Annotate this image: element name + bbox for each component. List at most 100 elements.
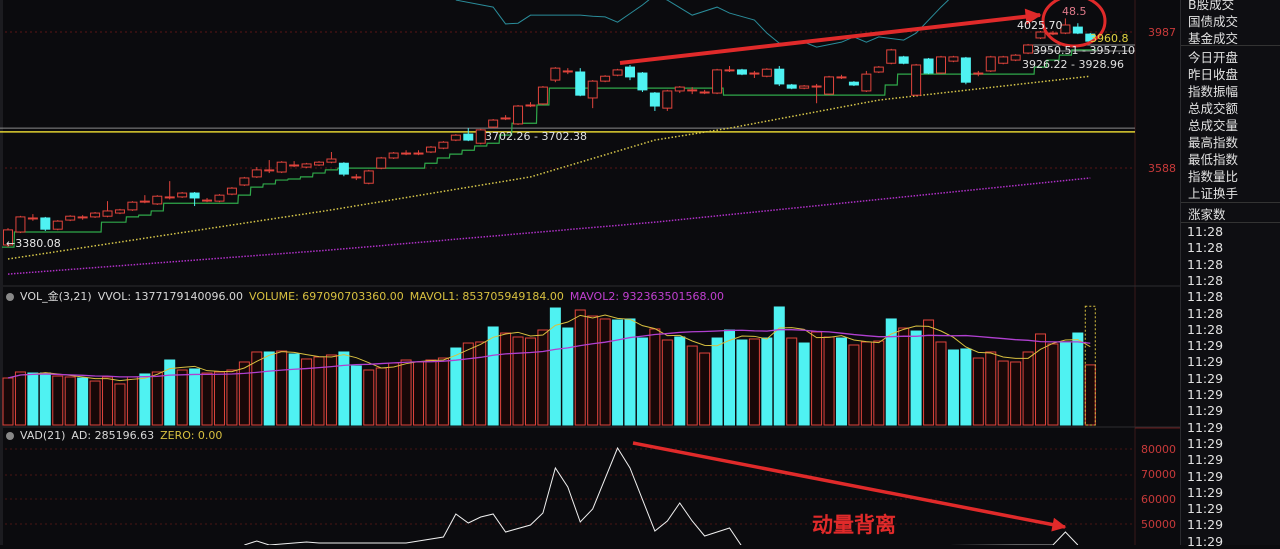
volume-bar — [325, 354, 337, 426]
volume-bar — [835, 337, 847, 426]
volume-bar — [338, 351, 350, 426]
indicator-toggle-icon[interactable] — [6, 293, 14, 301]
candle-body — [687, 89, 698, 92]
time-row: 11:29 — [1187, 501, 1224, 517]
sidebar-item[interactable]: 指数量比 — [1188, 169, 1239, 184]
volume-bar — [724, 329, 736, 426]
sidebar-item[interactable]: 国债成交 — [1188, 14, 1239, 29]
volume-bar — [27, 372, 39, 426]
volume-bar — [574, 309, 586, 426]
candle — [314, 161, 324, 167]
candle — [848, 81, 859, 87]
left-edge — [0, 0, 3, 545]
candle — [923, 57, 934, 75]
volume-bar — [126, 376, 138, 426]
candle-body — [1035, 31, 1046, 39]
candle-body — [314, 161, 324, 166]
candle-body — [774, 68, 785, 85]
candle — [488, 119, 499, 129]
price-axis-label: 3588 — [1148, 162, 1176, 175]
candle-body — [27, 217, 38, 220]
highlight-circle — [1041, 0, 1107, 48]
candle-body — [301, 163, 312, 168]
candle — [463, 128, 474, 142]
candle-body — [662, 90, 673, 109]
candle-body — [388, 152, 399, 159]
sidebar-item[interactable]: 昨日收盘 — [1188, 67, 1239, 82]
sidebar-item[interactable]: 涨家数 — [1188, 207, 1226, 222]
vvol-bar — [1084, 305, 1096, 426]
candle-body — [612, 69, 623, 76]
candle — [886, 48, 897, 65]
mavol2-line — [7, 329, 1091, 379]
sidebar-item[interactable]: 指数振幅 — [1188, 84, 1239, 99]
volume-bar — [587, 315, 599, 426]
candle-body — [525, 104, 536, 107]
candle — [226, 187, 237, 196]
candle-body — [1010, 54, 1021, 61]
time-row: 11:29 — [1187, 387, 1224, 402]
time-row: 11:28 — [1187, 272, 1224, 288]
volume-bar — [674, 336, 686, 426]
candle-body — [463, 133, 474, 141]
price-pane — [0, 0, 1135, 275]
candle-body — [998, 56, 1009, 64]
candle — [550, 67, 561, 83]
time-row: 11:28 — [1187, 305, 1224, 321]
candle-body — [214, 194, 225, 202]
candle-body — [724, 69, 735, 72]
sidebar-item[interactable]: B股成交 — [1188, 0, 1235, 12]
volume-bar — [1072, 332, 1084, 426]
candle-body — [911, 64, 922, 96]
volume-bar — [661, 339, 673, 426]
volume-bar — [686, 345, 698, 426]
divider — [1181, 202, 1280, 203]
sidebar-item[interactable]: 总成交额 — [1188, 101, 1239, 116]
candle-body — [736, 69, 747, 75]
candle — [264, 160, 275, 174]
volume-bar — [898, 327, 910, 426]
time-row: 11:29 — [1187, 435, 1224, 451]
candle-body — [114, 209, 125, 214]
sidebar-item[interactable]: 总成交量 — [1188, 118, 1239, 133]
volume-bar — [437, 357, 449, 426]
volume-bar — [1010, 361, 1022, 426]
price-axis-label: 3987 — [1148, 26, 1176, 39]
candle — [1060, 18, 1071, 35]
volume-bar — [736, 339, 748, 426]
candle — [65, 215, 76, 222]
sidebar-item[interactable]: 今日开盘 — [1188, 50, 1239, 65]
candle — [1035, 30, 1046, 40]
volume-bar — [288, 353, 300, 426]
volume-bar — [301, 358, 313, 426]
indicator-toggle-icon[interactable] — [6, 432, 14, 440]
sidebar-item[interactable]: 最低指数 — [1188, 152, 1239, 167]
volume-bar — [761, 337, 773, 426]
candle — [1010, 54, 1021, 62]
volume-bar — [885, 318, 897, 426]
volume-bar — [960, 348, 972, 426]
sidebar-item[interactable]: 基金成交 — [1188, 31, 1239, 46]
annotations — [619, 0, 1107, 532]
sidebar-item[interactable]: 最高指数 — [1188, 135, 1239, 150]
candle-body — [587, 80, 598, 99]
quote-sidebar: B股成交国债成交基金成交今日开盘昨日收盘指数振幅总成交额总成交量最高指数最低指数… — [1180, 0, 1280, 549]
volume-bar — [524, 337, 536, 426]
candle — [189, 192, 200, 207]
candle-body — [413, 152, 424, 155]
candle — [500, 115, 511, 121]
candle — [438, 141, 449, 150]
volume-bar — [798, 342, 810, 426]
candle-body — [475, 129, 486, 144]
volume-bar — [562, 327, 574, 426]
candle-body — [500, 117, 511, 120]
candle-body — [164, 196, 175, 199]
candle — [761, 68, 772, 78]
sidebar-item[interactable]: 上证换手 — [1188, 186, 1239, 201]
volume-bar — [910, 330, 922, 426]
vad-line — [244, 446, 1079, 545]
low-price-label: ←3380.08 — [6, 237, 61, 250]
right-range-label-3: 3960.8 — [1090, 32, 1129, 45]
candle — [911, 63, 922, 97]
volume-bar — [189, 368, 201, 426]
